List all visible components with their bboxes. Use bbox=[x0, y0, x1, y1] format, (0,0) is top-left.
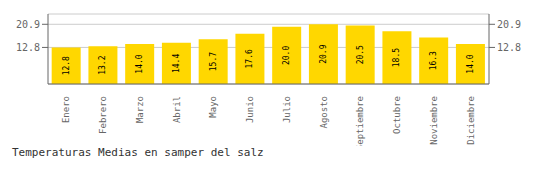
svg-text:Febrero: Febrero bbox=[98, 96, 108, 134]
svg-text:17.6: 17.6 bbox=[245, 49, 254, 68]
svg-text:Mayo: Mayo bbox=[208, 96, 218, 118]
svg-text:13.2: 13.2 bbox=[98, 55, 107, 74]
svg-text:Marzo: Marzo bbox=[135, 96, 145, 123]
svg-text:Octubre: Octubre bbox=[392, 96, 402, 134]
svg-text:14.0: 14.0 bbox=[135, 54, 144, 73]
svg-text:14.0: 14.0 bbox=[466, 54, 475, 73]
svg-text:12.8: 12.8 bbox=[62, 56, 71, 75]
html-text:Temperaturas Medias en samper: Temperaturas Medias en samper del salz bbox=[12, 146, 264, 159]
svg-text:20.9: 20.9 bbox=[16, 19, 40, 30]
svg-text:18.5: 18.5 bbox=[392, 48, 401, 67]
svg-text:16.3: 16.3 bbox=[429, 51, 438, 70]
svg-text:14.4: 14.4 bbox=[172, 54, 181, 73]
svg-text:Septiembre: Septiembre bbox=[355, 96, 365, 146]
svg-text:Junio: Junio bbox=[245, 96, 255, 123]
svg-text:15.7: 15.7 bbox=[209, 52, 218, 71]
svg-text:12.8: 12.8 bbox=[497, 42, 521, 53]
svg-text:20.9: 20.9 bbox=[497, 19, 521, 30]
svg-text:Noviembre: Noviembre bbox=[429, 96, 439, 145]
svg-text:20.9: 20.9 bbox=[319, 44, 328, 63]
svg-text:20.0: 20.0 bbox=[282, 46, 291, 65]
svg-text:Enero: Enero bbox=[61, 96, 71, 123]
svg-text:Agosto: Agosto bbox=[319, 96, 329, 129]
svg-text:12.8: 12.8 bbox=[16, 42, 40, 53]
svg-text:20.5: 20.5 bbox=[356, 45, 365, 64]
svg-text:Abril: Abril bbox=[172, 96, 182, 123]
svg-text:Diciembre: Diciembre bbox=[466, 96, 476, 145]
svg-text:Julio: Julio bbox=[282, 96, 292, 123]
